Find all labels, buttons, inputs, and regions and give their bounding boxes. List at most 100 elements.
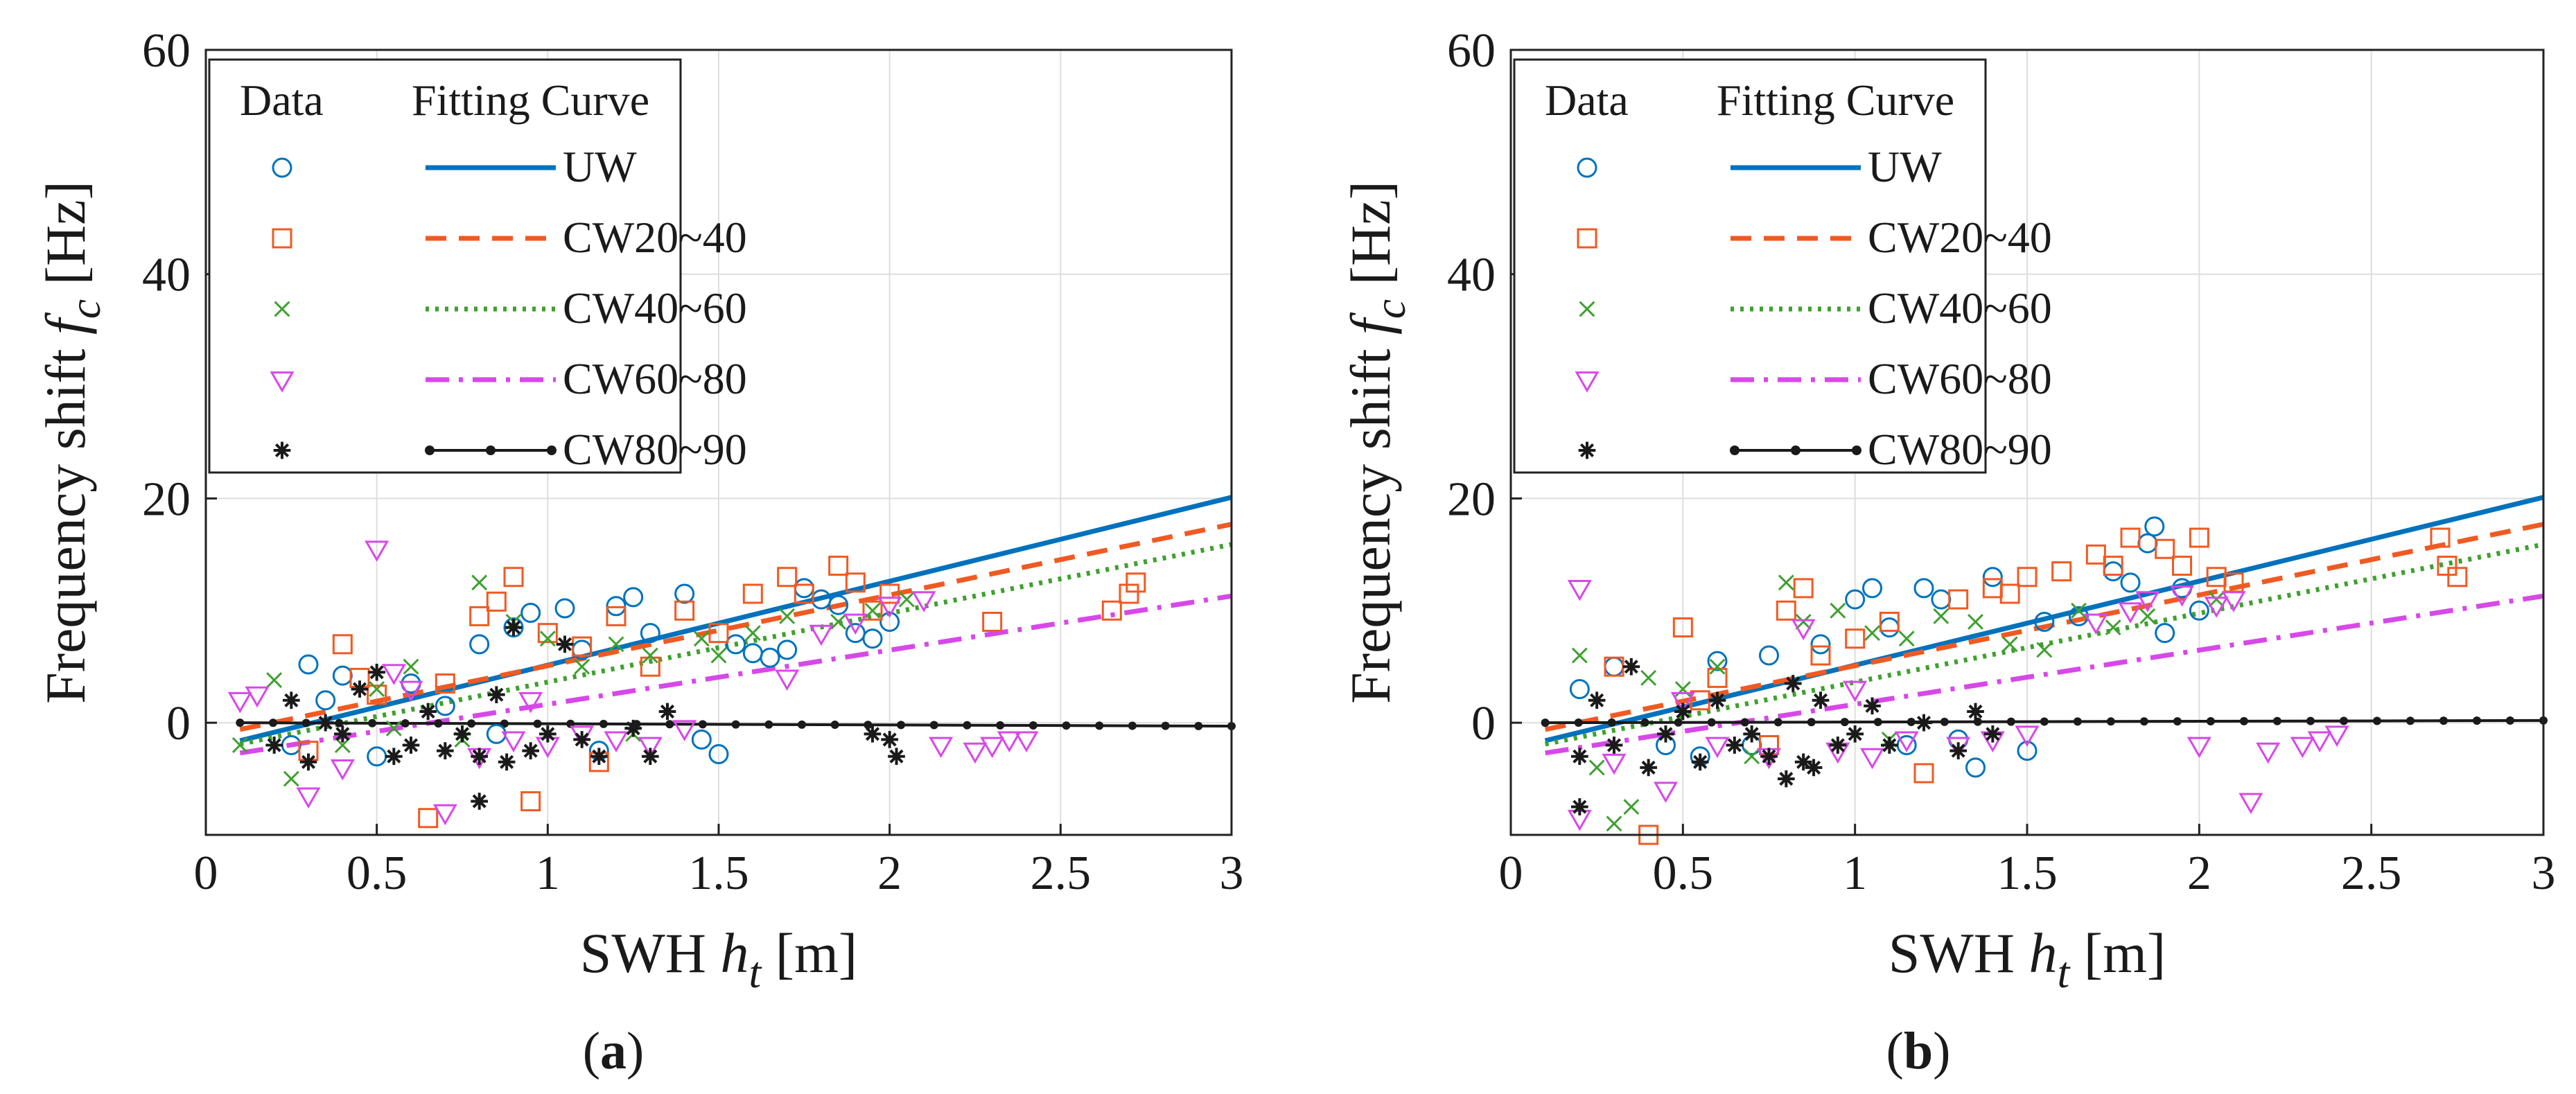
fit-dot [269, 718, 278, 727]
fit-dot [335, 718, 344, 727]
data-point [2120, 527, 2141, 548]
data-point [1760, 748, 1778, 766]
data-point [385, 748, 403, 766]
data-point [453, 725, 471, 743]
data-point [1657, 725, 1674, 743]
data-point [1805, 759, 1823, 777]
data-point [1670, 691, 1695, 714]
data-point [2172, 556, 2192, 576]
data-point [1571, 647, 1588, 664]
x-tick-label: 0 [1499, 847, 1523, 900]
data-point [1829, 736, 1847, 754]
data-point [471, 574, 488, 591]
data-point [777, 639, 798, 660]
data-point [2017, 567, 2038, 588]
data-point [469, 606, 490, 626]
data-point [2015, 725, 2040, 747]
legend-marker [274, 301, 290, 317]
data-point [710, 647, 727, 664]
fit-line-cw60-80 [239, 593, 1232, 756]
data-point [1707, 651, 1728, 671]
data-point [1791, 619, 1816, 641]
x-tick-label: 3 [1220, 847, 1244, 900]
legend: Data Fitting Curve UW CW20~40 CW40~60 CW60~80… [208, 58, 747, 474]
data-point [1983, 725, 2001, 743]
legend-fit-header: Fitting Curve [1717, 76, 1954, 125]
data-point [2208, 591, 2225, 608]
data-point [929, 736, 954, 759]
data-point [1606, 815, 1622, 832]
data-point [1588, 691, 1606, 709]
fit-dot [963, 721, 972, 730]
legend-marker [273, 441, 291, 459]
data-point [265, 736, 283, 754]
data-point [1743, 725, 1761, 743]
data-point [283, 770, 299, 787]
y-axis-label: Frequency shift fc [Hz] [1339, 181, 1414, 704]
data-point [2001, 636, 2018, 653]
fit-dot [236, 718, 245, 727]
data-point [1674, 703, 1692, 721]
data-point [2034, 611, 2055, 632]
legend-data-header: Data [1545, 76, 1629, 125]
data-point [315, 690, 336, 711]
data-point [693, 630, 710, 647]
x-tick-label: 2 [2187, 847, 2211, 900]
y-tick-label: 40 [1447, 249, 1496, 302]
data-point [282, 691, 300, 709]
data-point [879, 611, 900, 632]
series-uw [281, 578, 900, 767]
data-point [1622, 658, 1640, 676]
data-point [332, 634, 353, 655]
legend-marker [272, 157, 292, 178]
data-point [539, 630, 556, 647]
data-point [638, 736, 663, 759]
fit-dot [2073, 717, 2082, 726]
fit-dot [533, 719, 542, 728]
x-tick-label: 2 [877, 847, 902, 900]
fit-dot [1062, 721, 1071, 730]
fit-dot [1640, 718, 1649, 727]
data-point [864, 602, 881, 619]
data-point [1982, 567, 2003, 588]
data-point [691, 729, 712, 750]
data-point [1864, 625, 1880, 642]
data-point [538, 725, 557, 743]
data-point [1965, 757, 1986, 778]
x-tick-label: 0 [194, 847, 218, 900]
data-point [2430, 527, 2451, 548]
data-point [572, 636, 593, 657]
data-point [1830, 602, 1846, 619]
fit-dot [798, 720, 807, 729]
data-point [658, 703, 676, 721]
data-point [963, 742, 988, 764]
fit-dot [1128, 721, 1137, 730]
data-point [1846, 725, 1864, 743]
legend: Data Fitting Curve UW CW20~40 CW40~60 CW60~80… [1513, 58, 2052, 474]
data-point [2103, 556, 2123, 576]
fit-dot [2272, 716, 2281, 725]
legend-label: CW20~40 [1868, 213, 2052, 262]
x-tick-label: 1.5 [688, 847, 749, 900]
data-point [1605, 736, 1623, 754]
data-point [794, 583, 814, 604]
data-point [623, 587, 644, 608]
data-point [2085, 544, 2106, 565]
data-point [708, 623, 729, 644]
fit-line-cw20-40 [239, 522, 1232, 732]
data-point [1843, 680, 1868, 703]
fit-dot [434, 719, 443, 728]
fit-dot [864, 721, 873, 730]
data-point [1777, 770, 1795, 788]
y-axis-label: Frequency shift fc [Hz] [34, 181, 109, 704]
data-point [471, 748, 489, 766]
data-point [1812, 691, 1830, 709]
data-point [2144, 516, 2165, 537]
data-point [604, 731, 629, 753]
fit-dot [1807, 718, 1816, 727]
data-point [830, 614, 847, 630]
data-point [2071, 602, 2087, 619]
fit-dot [2339, 716, 2348, 725]
y-tick-label: 20 [142, 473, 191, 526]
